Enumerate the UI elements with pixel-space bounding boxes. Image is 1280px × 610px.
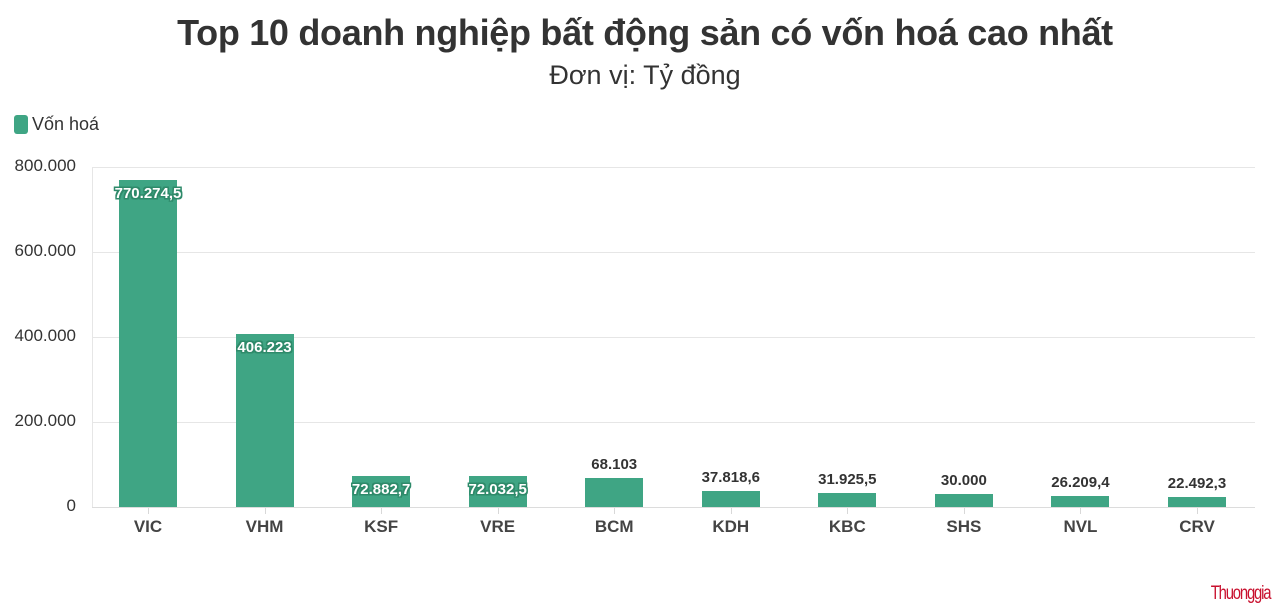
x-axis-label: NVL xyxy=(1063,517,1098,536)
bar-vic xyxy=(119,179,177,507)
bar-kbc xyxy=(818,493,877,507)
y-axis-line xyxy=(92,167,93,507)
y-axis-tick-label: 200.000 xyxy=(14,411,76,430)
value-label: 72.882,7 xyxy=(351,481,411,499)
x-axis-tick xyxy=(731,508,732,514)
bar-ksf xyxy=(352,476,411,507)
value-label: 31.925,5 xyxy=(818,471,877,489)
x-axis-tick xyxy=(847,508,848,514)
x-axis-label: VHM xyxy=(245,517,284,536)
x-axis-label: CRV xyxy=(1179,517,1215,536)
value-label: 770.274,5 xyxy=(114,184,182,202)
x-axis-label: KDH xyxy=(712,517,750,536)
x-axis-tick xyxy=(148,508,149,514)
x-axis-label: BCM xyxy=(594,517,634,536)
value-label: 22.492,3 xyxy=(1167,475,1227,493)
gridline xyxy=(92,507,1255,508)
x-axis-tick xyxy=(265,508,266,514)
x-axis-tick xyxy=(614,508,615,514)
value-label: 30.000 xyxy=(940,472,987,490)
bar-shs xyxy=(934,494,993,507)
value-label: 72.032,5 xyxy=(468,481,527,499)
chart-title: Top 10 doanh nghiệp bất động sản có vốn … xyxy=(177,12,1113,53)
x-axis-tick xyxy=(964,508,965,514)
brand-logo: Thuonggia xyxy=(1210,583,1271,604)
gridline xyxy=(92,422,1255,423)
value-label: 37.818,6 xyxy=(701,468,760,486)
x-axis-label: KSF xyxy=(364,517,399,536)
x-axis-tick xyxy=(1197,508,1198,514)
chart-subtitle: Đơn vị: Tỷ đồng xyxy=(549,60,741,90)
x-axis-tick xyxy=(1080,508,1081,514)
bar-kdh xyxy=(701,490,760,507)
value-label: 406.223 xyxy=(237,339,292,357)
value-label: 68.103 xyxy=(591,456,638,474)
gridline xyxy=(92,167,1255,168)
x-axis-tick xyxy=(498,508,499,514)
bar-vhm xyxy=(235,334,294,507)
bar-vre xyxy=(468,476,527,507)
x-axis-label: VRE xyxy=(480,517,516,536)
legend-swatch xyxy=(14,115,28,134)
value-label: 26.209,4 xyxy=(1051,473,1110,491)
bar-crv xyxy=(1168,497,1226,507)
y-axis-tick-label: 0 xyxy=(66,496,76,515)
x-axis-label: KBC xyxy=(828,517,866,536)
gridline xyxy=(92,252,1255,253)
bar-bcm xyxy=(585,478,644,507)
y-axis-tick-label: 800.000 xyxy=(14,156,76,175)
x-axis-tick xyxy=(381,508,382,514)
x-axis-label: VIC xyxy=(133,517,163,536)
legend-label: Vốn hoá xyxy=(32,114,100,134)
y-axis-tick-label: 400.000 xyxy=(14,326,76,345)
y-axis-tick-label: 600.000 xyxy=(14,241,76,260)
legend: Vốn hoá xyxy=(14,114,99,135)
x-axis-label: SHS xyxy=(946,517,982,536)
bar-nvl xyxy=(1051,495,1110,507)
gridline xyxy=(92,337,1255,338)
